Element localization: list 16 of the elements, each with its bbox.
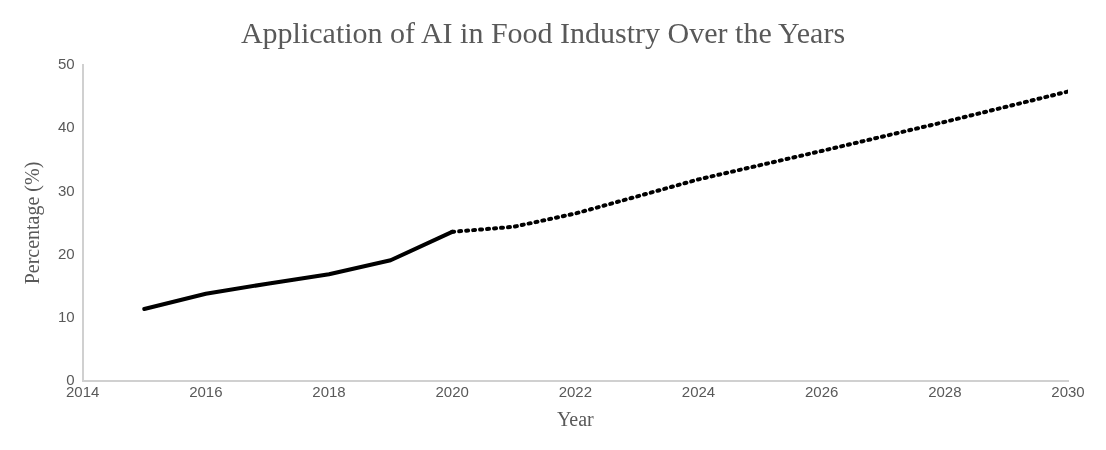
y-tick-label: 50 <box>58 55 75 73</box>
x-tick-label: 2030 <box>1051 383 1085 401</box>
chart-title: Application of AI in Food Industry Over the Years <box>240 15 846 49</box>
x-tick-label: 2028 <box>928 383 962 401</box>
x-tick-label: 2018 <box>312 383 346 401</box>
x-tick-label: 2026 <box>804 383 839 401</box>
y-tick-label: 20 <box>58 244 75 262</box>
x-tick-label: 2020 <box>435 383 469 401</box>
x-tick-label: 2016 <box>189 383 223 401</box>
y-tick-label: 10 <box>58 307 75 325</box>
x-tick-label: 2024 <box>681 383 716 401</box>
y-tick-label: 40 <box>58 118 75 136</box>
y-tick-label: 30 <box>58 181 75 199</box>
y-axis-title: Percentage (%) <box>21 161 45 285</box>
x-tick-label: 2022 <box>558 383 593 401</box>
x-axis-title: Year <box>556 408 595 431</box>
